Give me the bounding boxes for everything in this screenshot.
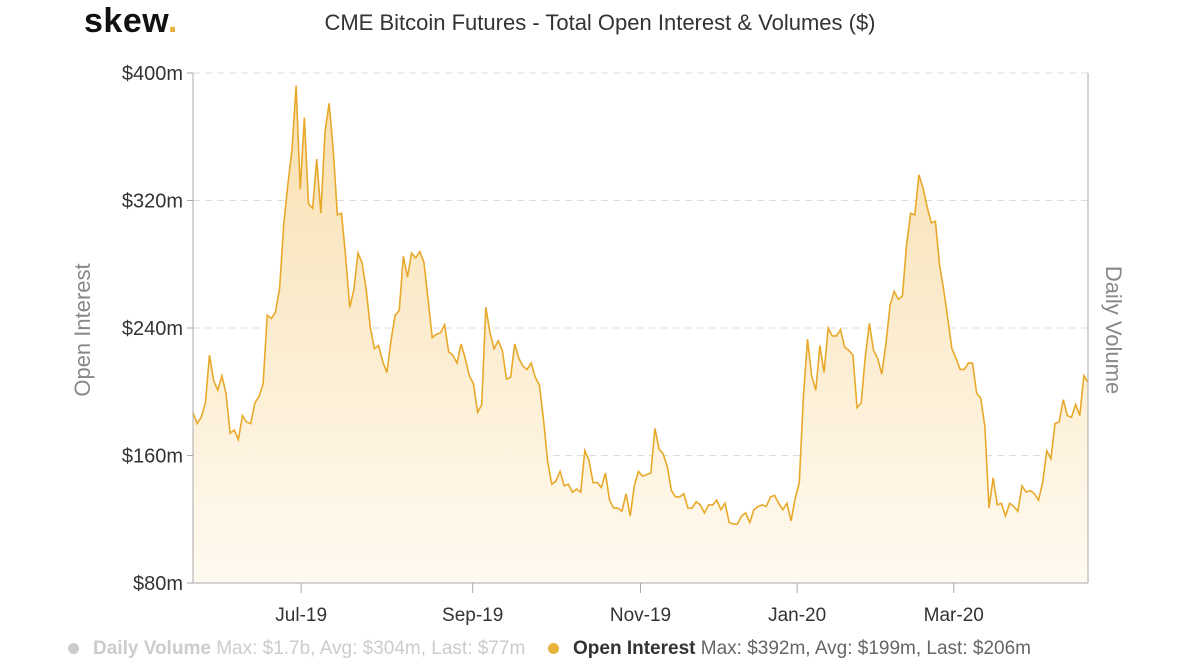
- y-tick-label: $320m: [122, 191, 183, 213]
- chart-title: CME Bitcoin Futures - Total Open Interes…: [324, 10, 876, 35]
- legend-name-open-interest: Open Interest: [573, 638, 696, 659]
- y-axis-label: Open Interest: [70, 263, 95, 396]
- x-tick-label: Sep-19: [442, 605, 503, 626]
- y-tick-label: $80m: [133, 573, 183, 595]
- skew-logo: skew.: [84, 2, 178, 41]
- y-tick-label: $240m: [122, 318, 183, 340]
- x-tick-label: Nov-19: [610, 605, 671, 626]
- y-tick-label: $400m: [122, 63, 183, 85]
- axes: $80m $160m $240m $320m $400m Jul-19 Sep-19 Nov-…: [122, 63, 1089, 626]
- x-tick-label: Jan-20: [768, 605, 826, 626]
- logo-word: skew: [84, 2, 168, 40]
- open-interest-line: [192, 85, 1089, 525]
- legend-name-volume: Daily Volume: [93, 638, 211, 659]
- y-tick-label: $160m: [122, 446, 183, 468]
- x-tick-label: Mar-20: [924, 605, 984, 626]
- legend-item-open-interest[interactable]: Open Interest Max: $392m, Avg: $199m, La…: [548, 638, 1031, 660]
- legend-stats-open-interest: Max: $392m, Avg: $199m, Last: $206m: [700, 638, 1031, 659]
- x-tick-label: Jul-19: [275, 605, 327, 626]
- y2-axis-label: Daily Volume: [1101, 266, 1126, 394]
- logo-dot: .: [167, 2, 178, 40]
- legend-item-daily-volume[interactable]: Daily Volume Max: $1.7b, Avg: $304m, Las…: [68, 638, 525, 660]
- legend-bullet-volume: [68, 643, 79, 655]
- legend-stats-volume: Max: $1.7b, Avg: $304m, Last: $77m: [216, 638, 526, 659]
- open-interest-area: [193, 85, 1088, 583]
- legend-bullet-open-interest: [548, 643, 559, 655]
